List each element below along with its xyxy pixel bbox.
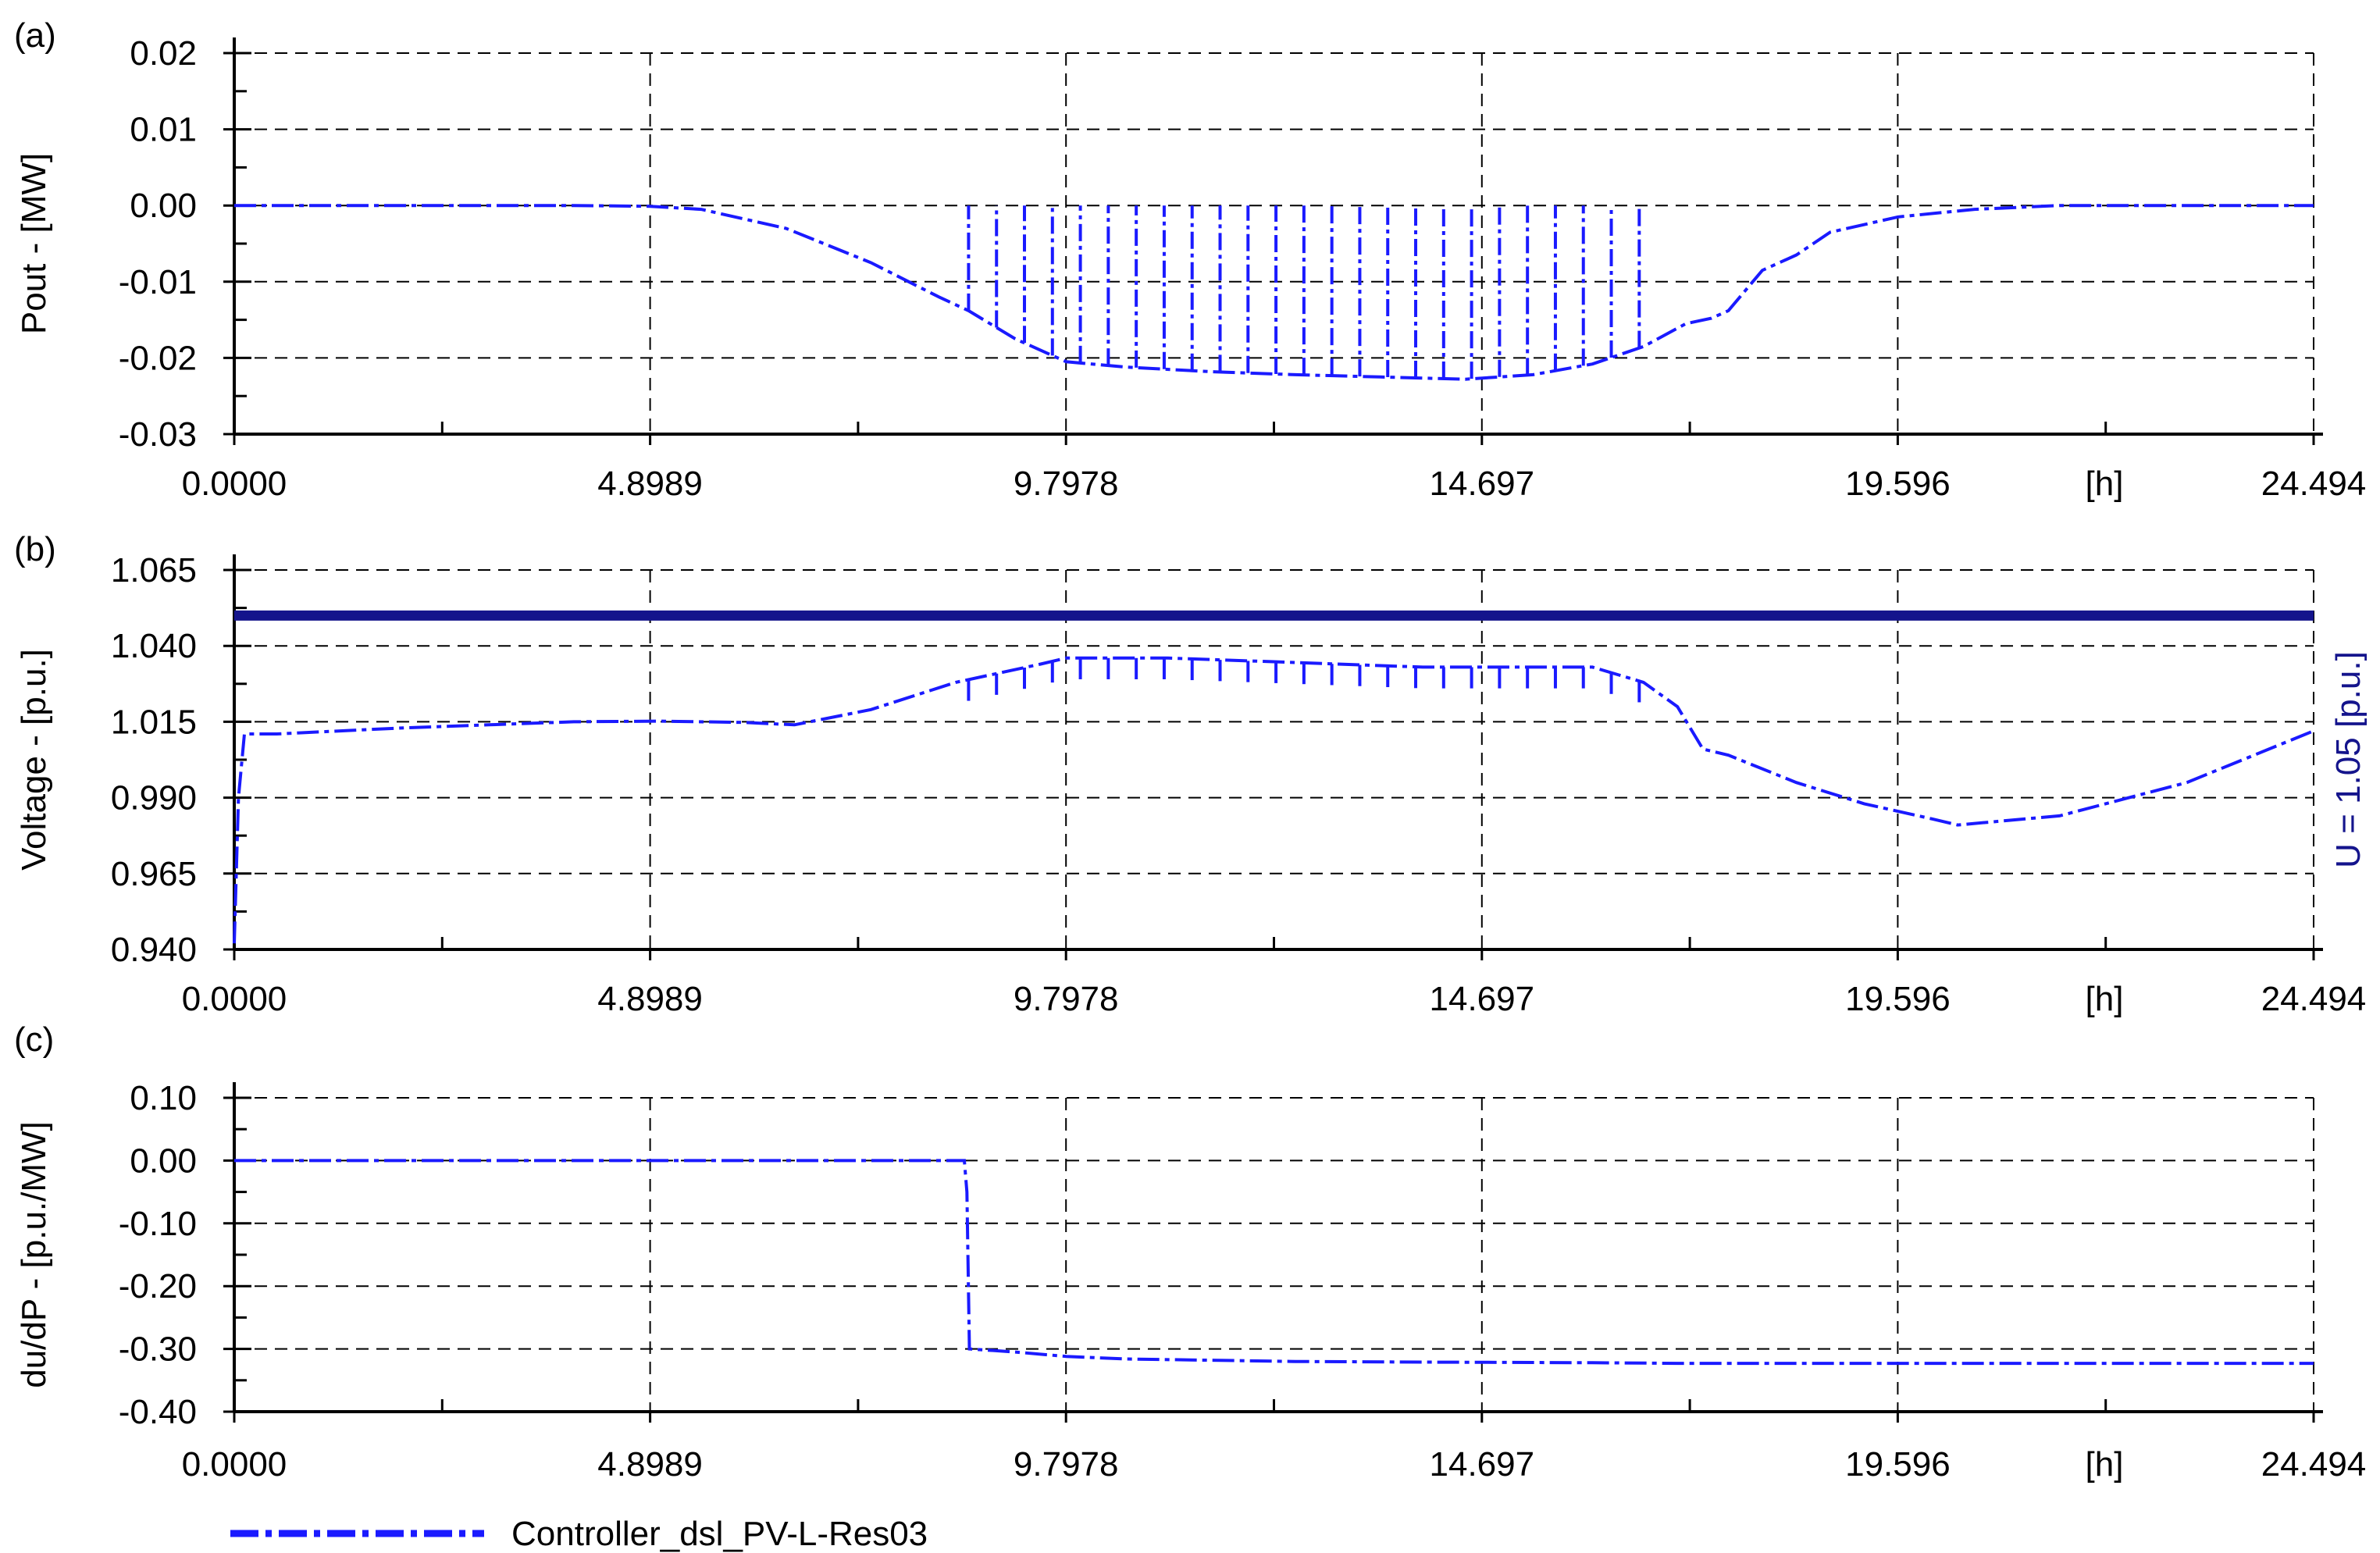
y-tick-label: 1.040 <box>111 627 197 665</box>
series-line <box>233 656 2314 944</box>
y-tick-label: 0.965 <box>111 855 197 893</box>
x-tick-label: 14.697 <box>1430 465 1535 503</box>
panel-a: (a) 0.02 0.01 0.00 -0.01 -0.02 -0.03 0.0000 4.89… <box>14 16 2366 503</box>
x-tick-label: 24.494 <box>2261 980 2367 1018</box>
x-tick-label: 4.8989 <box>597 980 703 1018</box>
x-tick-label: 0.0000 <box>182 980 287 1018</box>
panel-label: (c) <box>14 1020 54 1059</box>
x-tick-label: 9.7978 <box>1014 1445 1119 1484</box>
limit-label: U = 1.05 [p.u.] <box>2329 651 2368 868</box>
x-unit-label: [h] <box>2086 1445 2124 1484</box>
y-tick-label: 0.00 <box>130 187 197 225</box>
y-tick-label: -0.40 <box>119 1393 197 1431</box>
panel-c: (c) 0.10 0.00 -0.10 -0.20 -0.30 -0.40 0.0000 4.8… <box>14 1020 2366 1484</box>
x-tick-label: 9.7978 <box>1014 980 1119 1018</box>
x-tick-label: 4.8989 <box>597 1445 703 1484</box>
y-tick-label: -0.30 <box>119 1330 197 1369</box>
y-tick-label: -0.20 <box>119 1267 197 1305</box>
y-axis-title: du/dP - [p.u./MW] <box>15 1121 53 1388</box>
x-tick-label: 0.0000 <box>182 465 287 503</box>
x-tick-label: 0.0000 <box>182 1445 287 1484</box>
x-tick-label: 14.697 <box>1430 980 1535 1018</box>
x-tick-label: 9.7978 <box>1014 465 1119 503</box>
x-unit-label: [h] <box>2086 980 2124 1018</box>
y-tick-label: 0.02 <box>130 34 197 73</box>
y-tick-label: -0.01 <box>119 263 197 301</box>
x-tick-label: 24.494 <box>2261 1445 2367 1484</box>
y-tick-label: 0.01 <box>130 111 197 149</box>
y-tick-label: 1.015 <box>111 703 197 741</box>
y-tick-label: -0.02 <box>119 339 197 377</box>
y-tick-label: -0.10 <box>119 1205 197 1243</box>
y-tick-label: 0.10 <box>130 1079 197 1117</box>
y-tick-label: 0.00 <box>130 1142 197 1180</box>
x-tick-label: 19.596 <box>1845 980 1951 1018</box>
legend: Controller_dsl_PV-L-Res03 <box>230 1515 928 1553</box>
y-tick-label: 0.990 <box>111 779 197 817</box>
series-line <box>234 1159 2314 1366</box>
legend-label: Controller_dsl_PV-L-Res03 <box>511 1515 928 1553</box>
x-tick-label: 14.697 <box>1430 1445 1535 1484</box>
panel-b: (b) 1.065 1.040 1.015 0.990 0.965 0.940 0.0000 4… <box>14 530 2368 1018</box>
series-line <box>234 204 2314 381</box>
x-tick-label: 4.8989 <box>597 465 703 503</box>
y-axis-title: Voltage - [p.u.] <box>15 649 53 871</box>
y-tick-label: 0.940 <box>111 931 197 969</box>
y-tick-label: 1.065 <box>111 551 197 589</box>
panel-label: (a) <box>14 16 56 55</box>
y-axis-title: Pout - [MW] <box>15 153 53 334</box>
x-tick-label: 19.596 <box>1845 465 1951 503</box>
panel-label: (b) <box>14 530 56 568</box>
y-tick-label: -0.03 <box>119 415 197 454</box>
x-tick-label: 24.494 <box>2261 465 2367 503</box>
x-tick-label: 19.596 <box>1845 1445 1951 1484</box>
x-unit-label: [h] <box>2086 465 2124 503</box>
